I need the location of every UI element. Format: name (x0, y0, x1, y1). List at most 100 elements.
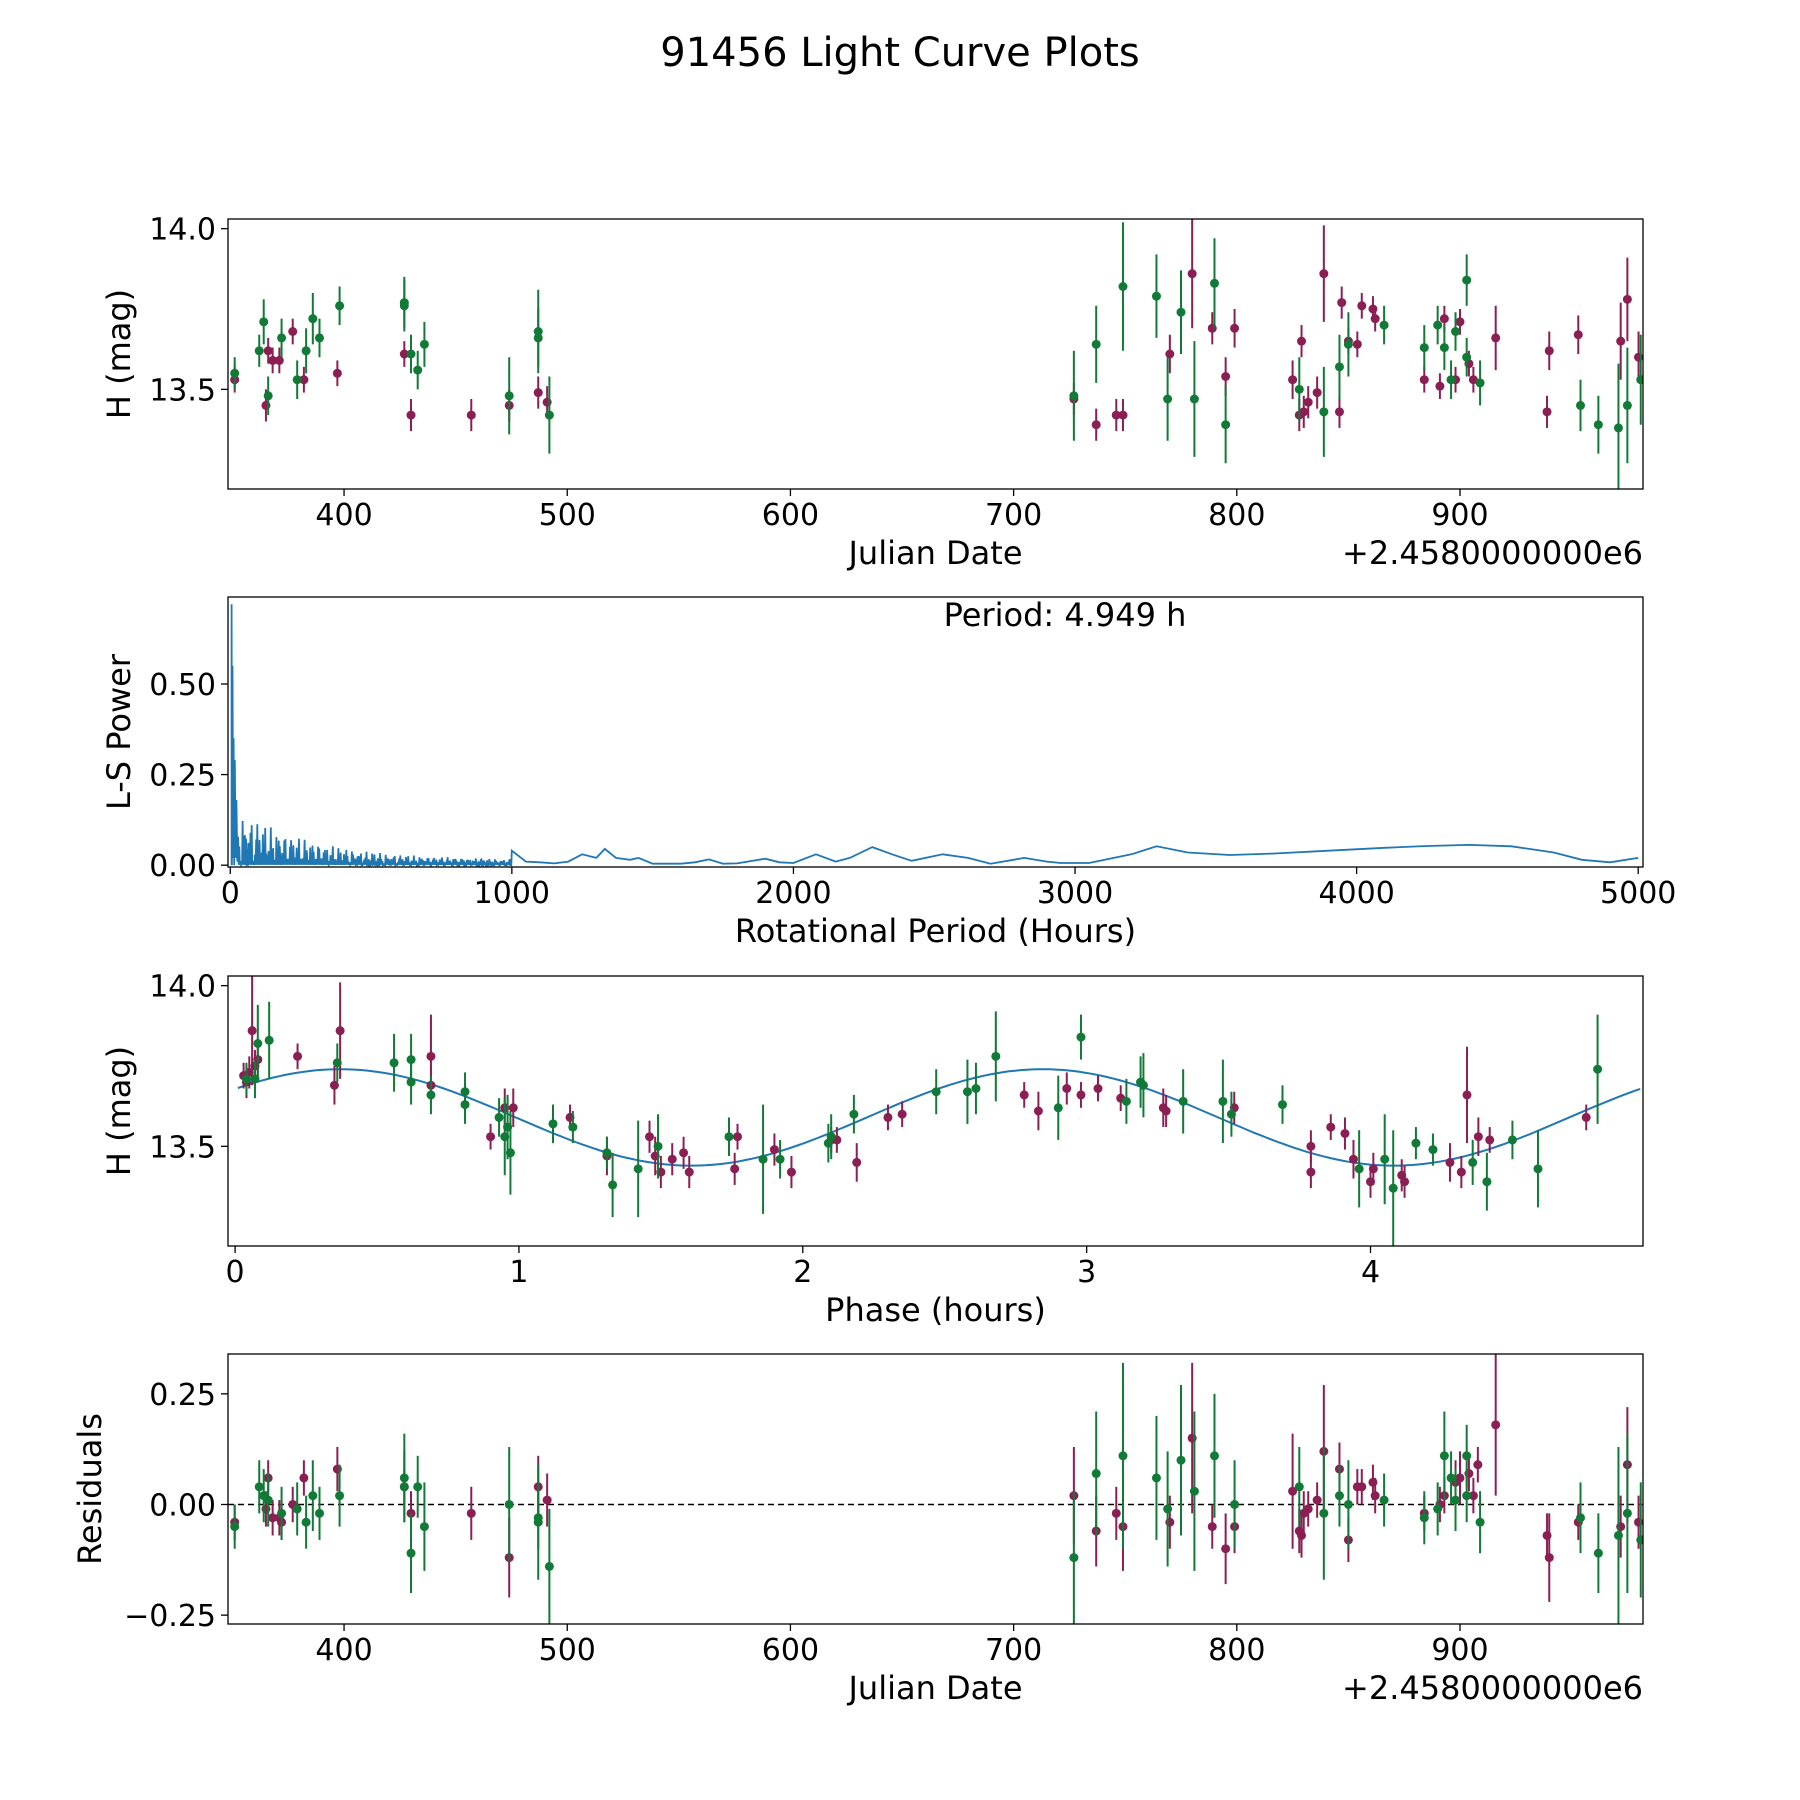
data-point (426, 1051, 436, 1061)
data-point (1475, 1517, 1485, 1527)
x-tick-label: 4000 (1318, 876, 1394, 911)
data-point (1288, 1486, 1298, 1496)
x-tick-label: 4 (1361, 1255, 1380, 1290)
data-point (1312, 388, 1322, 398)
data-point (230, 1522, 240, 1532)
data-point (1533, 1164, 1543, 1174)
data-point (254, 1482, 264, 1492)
axes-frame (227, 1353, 1644, 1625)
data-point (1439, 1451, 1449, 1461)
data-point (1069, 391, 1079, 401)
data-point (1468, 1491, 1478, 1501)
data-point (769, 1145, 779, 1155)
series-B (230, 1362, 1643, 1624)
data-point (679, 1148, 689, 1158)
data-point (1419, 375, 1429, 385)
data-point (1613, 423, 1623, 433)
data-point (971, 1084, 981, 1093)
x-tick-label: 5000 (1600, 876, 1676, 911)
data-point (608, 1180, 618, 1190)
x-tick-label: 900 (1431, 1633, 1488, 1668)
data-point (1178, 1096, 1188, 1106)
data-point (533, 1517, 543, 1527)
data-point (1435, 381, 1445, 391)
data-point (1091, 339, 1101, 349)
y-tick-label: 0.00 (149, 849, 216, 884)
data-point (1622, 400, 1632, 410)
data-point (254, 346, 264, 356)
data-point (1439, 343, 1449, 353)
data-point (1076, 1090, 1086, 1100)
data-point (1161, 1106, 1171, 1116)
data-point (1218, 1096, 1228, 1106)
data-point (1462, 1491, 1472, 1501)
data-point (277, 333, 287, 343)
data-point (466, 410, 476, 420)
data-point (1636, 375, 1643, 385)
data-point (1419, 343, 1429, 353)
data-point (1230, 1499, 1240, 1509)
data-point (533, 327, 543, 336)
data-point (544, 410, 554, 420)
data-point (1118, 410, 1128, 420)
data-point (542, 1495, 552, 1505)
x-axis-label: Julian Date (846, 1669, 1022, 1707)
data-point (1343, 339, 1353, 349)
data-point (399, 298, 409, 308)
data-point (1439, 314, 1449, 324)
data-point (268, 355, 278, 365)
data-point (568, 1122, 578, 1132)
data-point (1118, 282, 1128, 291)
data-point (548, 1119, 558, 1129)
data-point (730, 1164, 740, 1174)
plot-area (230, 604, 1639, 867)
axes-frame (227, 596, 1644, 868)
data-point (1319, 1508, 1329, 1518)
x-offset-label: +2.4580000000e6 (1342, 1669, 1643, 1707)
data-point (1468, 375, 1478, 385)
y-tick-label: −0.25 (124, 1599, 216, 1634)
x-tick-label: 700 (985, 498, 1042, 533)
data-point (1451, 1495, 1461, 1505)
data-point (1616, 336, 1626, 346)
data-point (1334, 1491, 1344, 1501)
data-point (399, 349, 409, 359)
data-point (241, 1074, 251, 1084)
x-tick-label: 2 (793, 1255, 812, 1290)
data-point (1189, 394, 1199, 404)
data-point (1334, 362, 1344, 372)
data-point (413, 1482, 423, 1492)
data-point (505, 1148, 515, 1158)
data-point (315, 1508, 325, 1518)
data-point (277, 1508, 287, 1518)
data-point (466, 1508, 476, 1518)
data-point (1118, 1451, 1128, 1461)
data-point (1165, 349, 1175, 359)
x-tick-label: 0 (221, 876, 240, 911)
data-point (1294, 384, 1304, 394)
data-point (544, 1561, 554, 1571)
data-point (645, 1132, 655, 1142)
panel-residuals: 400 500 600 700 800 900 −0.25 0.00 0.25 Julian Da… (71, 1353, 1644, 1707)
data-point (1462, 275, 1472, 285)
data-point (775, 1154, 785, 1164)
data-point (399, 1482, 409, 1492)
data-point (1357, 1482, 1367, 1492)
data-point (1542, 407, 1552, 417)
x-tick-label: 800 (1208, 1633, 1265, 1668)
y-tick-label: 0.50 (149, 668, 216, 703)
data-point (1303, 397, 1313, 407)
data-point (264, 1035, 274, 1045)
data-point (315, 333, 325, 343)
period-annotation: Period: 4.949 h (944, 596, 1187, 634)
data-point (1462, 1451, 1472, 1461)
axes-frame (227, 975, 1644, 1247)
data-point (1428, 1145, 1438, 1155)
data-point (1593, 1064, 1603, 1074)
data-point (406, 1077, 416, 1087)
data-point (335, 1491, 345, 1501)
data-point (1451, 327, 1461, 336)
data-point (1352, 339, 1362, 349)
y-axis-label: Residuals (71, 1413, 109, 1565)
data-point (1388, 1183, 1398, 1193)
